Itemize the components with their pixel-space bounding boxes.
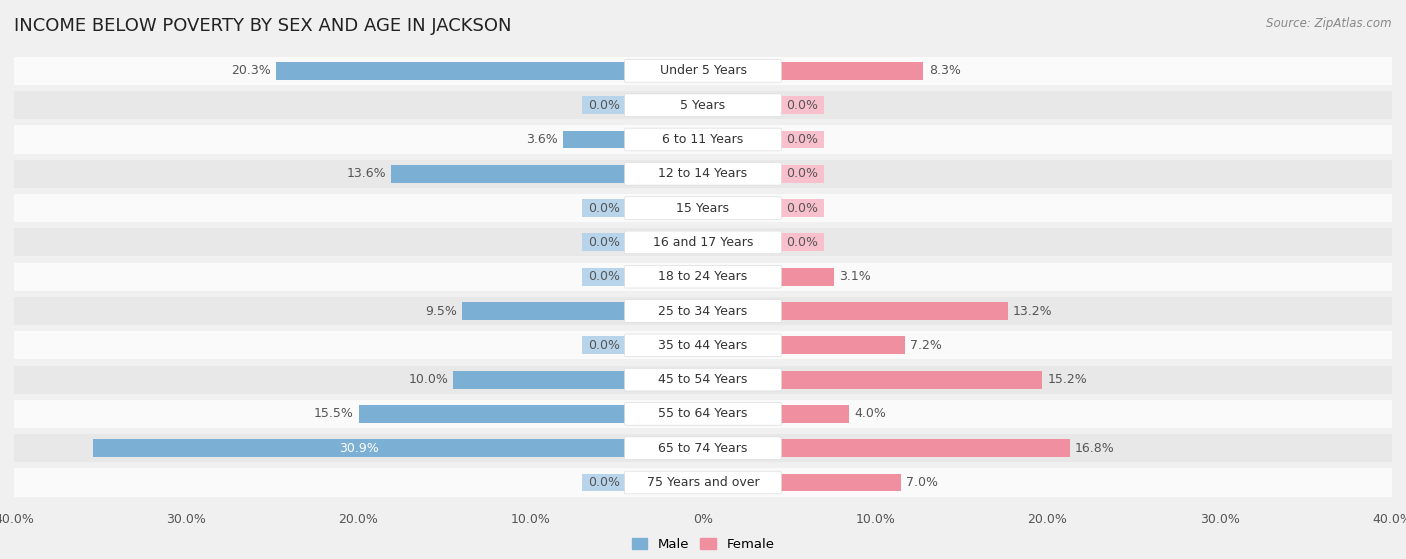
Bar <box>582 268 626 286</box>
Text: 0.0%: 0.0% <box>588 202 620 215</box>
Bar <box>780 96 824 114</box>
Text: 55 to 64 Years: 55 to 64 Years <box>658 408 748 420</box>
Bar <box>780 268 834 286</box>
Text: 45 to 54 Years: 45 to 54 Years <box>658 373 748 386</box>
Text: 0.0%: 0.0% <box>786 202 818 215</box>
Text: 18 to 24 Years: 18 to 24 Years <box>658 270 748 283</box>
Bar <box>582 199 626 217</box>
FancyBboxPatch shape <box>624 163 782 185</box>
Text: 16 and 17 Years: 16 and 17 Years <box>652 236 754 249</box>
Text: 9.5%: 9.5% <box>425 305 457 318</box>
Bar <box>780 439 1070 457</box>
Bar <box>780 337 904 354</box>
Bar <box>359 405 626 423</box>
Text: 15.2%: 15.2% <box>1047 373 1087 386</box>
Text: 20.3%: 20.3% <box>231 64 271 77</box>
Bar <box>780 199 824 217</box>
Text: 7.2%: 7.2% <box>910 339 942 352</box>
Bar <box>14 91 1392 119</box>
Bar <box>780 302 1008 320</box>
Bar <box>780 165 824 183</box>
Bar <box>14 468 1392 496</box>
Text: 6 to 11 Years: 6 to 11 Years <box>662 133 744 146</box>
FancyBboxPatch shape <box>624 368 782 391</box>
Text: 35 to 44 Years: 35 to 44 Years <box>658 339 748 352</box>
Text: 30.9%: 30.9% <box>339 442 380 454</box>
Text: 15 Years: 15 Years <box>676 202 730 215</box>
FancyBboxPatch shape <box>624 197 782 220</box>
Bar <box>14 400 1392 428</box>
Bar <box>14 228 1392 257</box>
Text: Source: ZipAtlas.com: Source: ZipAtlas.com <box>1267 17 1392 30</box>
Bar <box>14 125 1392 154</box>
Bar <box>14 160 1392 188</box>
Bar <box>14 366 1392 394</box>
FancyBboxPatch shape <box>624 334 782 357</box>
Bar <box>276 62 626 80</box>
Bar <box>564 131 626 148</box>
Text: 0.0%: 0.0% <box>588 99 620 112</box>
FancyBboxPatch shape <box>624 231 782 254</box>
Text: 0.0%: 0.0% <box>786 99 818 112</box>
Bar <box>582 234 626 252</box>
Text: Under 5 Years: Under 5 Years <box>659 64 747 77</box>
Text: 0.0%: 0.0% <box>786 133 818 146</box>
Text: 25 to 34 Years: 25 to 34 Years <box>658 305 748 318</box>
FancyBboxPatch shape <box>624 94 782 116</box>
Bar <box>93 439 626 457</box>
Bar <box>391 165 626 183</box>
Text: 8.3%: 8.3% <box>928 64 960 77</box>
Bar <box>582 337 626 354</box>
Legend: Male, Female: Male, Female <box>631 538 775 551</box>
Bar <box>14 297 1392 325</box>
Text: 3.6%: 3.6% <box>527 133 558 146</box>
Bar <box>14 331 1392 359</box>
Text: 13.6%: 13.6% <box>346 167 387 181</box>
Bar <box>14 194 1392 222</box>
Bar <box>582 473 626 491</box>
Text: 0.0%: 0.0% <box>588 236 620 249</box>
Bar <box>14 263 1392 291</box>
Text: 0.0%: 0.0% <box>786 236 818 249</box>
Text: 0.0%: 0.0% <box>588 476 620 489</box>
Text: 7.0%: 7.0% <box>907 476 938 489</box>
Bar <box>780 371 1042 389</box>
Text: INCOME BELOW POVERTY BY SEX AND AGE IN JACKSON: INCOME BELOW POVERTY BY SEX AND AGE IN J… <box>14 17 512 35</box>
Text: 0.0%: 0.0% <box>786 167 818 181</box>
FancyBboxPatch shape <box>624 437 782 459</box>
Text: 0.0%: 0.0% <box>588 270 620 283</box>
Text: 10.0%: 10.0% <box>408 373 449 386</box>
Bar <box>780 131 824 148</box>
Bar <box>780 473 901 491</box>
FancyBboxPatch shape <box>624 60 782 82</box>
Text: 75 Years and over: 75 Years and over <box>647 476 759 489</box>
Text: 13.2%: 13.2% <box>1012 305 1053 318</box>
FancyBboxPatch shape <box>624 471 782 494</box>
FancyBboxPatch shape <box>624 300 782 323</box>
FancyBboxPatch shape <box>624 402 782 425</box>
Text: 4.0%: 4.0% <box>855 408 886 420</box>
Bar <box>453 371 626 389</box>
Bar <box>461 302 626 320</box>
Text: 3.1%: 3.1% <box>839 270 870 283</box>
Text: 16.8%: 16.8% <box>1076 442 1115 454</box>
Text: 65 to 74 Years: 65 to 74 Years <box>658 442 748 454</box>
Text: 5 Years: 5 Years <box>681 99 725 112</box>
Bar <box>780 62 924 80</box>
FancyBboxPatch shape <box>624 266 782 288</box>
Bar <box>780 234 824 252</box>
Bar <box>14 434 1392 462</box>
Text: 12 to 14 Years: 12 to 14 Years <box>658 167 748 181</box>
Bar <box>14 57 1392 85</box>
Bar <box>582 96 626 114</box>
Bar <box>780 405 849 423</box>
FancyBboxPatch shape <box>624 128 782 151</box>
Text: 15.5%: 15.5% <box>314 408 353 420</box>
Text: 0.0%: 0.0% <box>588 339 620 352</box>
